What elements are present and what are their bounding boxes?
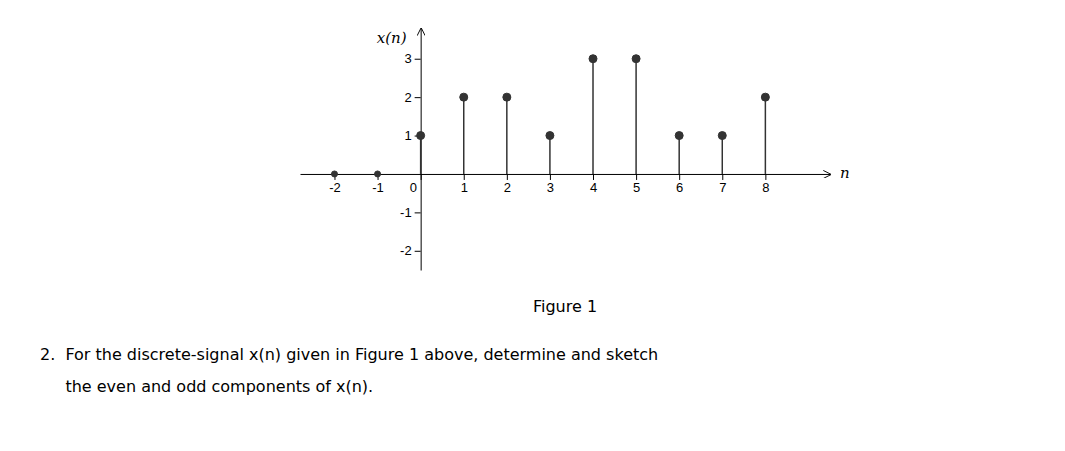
stem-marker: [632, 55, 640, 63]
stem-marker: [589, 55, 597, 63]
chart: -2 -1 0 1 2 3 4 5 6 7 8 -2 -1 1 2 3 n x(n) Figure 1 2. For …: [0, 0, 1065, 451]
stem-line: [765, 97, 767, 174]
x-tick-label: -1: [372, 180, 384, 195]
stem-marker: [375, 171, 381, 177]
x-tick-label: 0: [410, 180, 417, 195]
y-tick-mark: [415, 251, 421, 252]
stem-marker: [417, 132, 425, 140]
stem-marker: [718, 132, 726, 140]
y-axis-label: x(n): [377, 29, 407, 47]
y-tick-label: 1: [404, 128, 411, 143]
stem-line: [420, 136, 422, 174]
x-tick-mark: [636, 174, 637, 180]
stem-line: [678, 136, 680, 174]
annotation: the even and odd components of x(n).: [40, 377, 373, 396]
x-tick: 4: [590, 174, 597, 195]
stem-marker: [761, 93, 769, 101]
chart-container: -2 -1 0 1 2 3 4 5 6 7 8 -2 -1 1 2 3 n x(n) Figure 1 2. For …: [0, 0, 1065, 451]
y-tick: 2: [404, 90, 420, 105]
x-tick-label: 6: [676, 180, 683, 195]
x-axis-label: n: [840, 164, 850, 182]
x-tick: 1: [461, 174, 468, 195]
x-tick-label: 4: [590, 180, 597, 195]
stem-marker: [460, 93, 468, 101]
y-tick-label: -2: [400, 243, 412, 258]
x-tick-label: 3: [547, 180, 554, 195]
stems: [331, 55, 769, 177]
y-tick-mark: [415, 59, 421, 60]
x-tick-mark: [765, 174, 766, 180]
x-tick: 8: [762, 174, 769, 195]
stem-line: [635, 59, 637, 174]
x-tick: 0: [410, 174, 421, 195]
stem-line: [506, 97, 508, 174]
x-axis: -2 -1 0 1 2 3 4 5 6 7 8: [301, 174, 831, 195]
stem-marker: [331, 171, 337, 177]
stem-line: [549, 136, 551, 174]
y-tick-mark: [415, 212, 421, 213]
x-tick: 2: [504, 174, 511, 195]
stem-line: [592, 59, 594, 174]
y-tick: -1: [400, 205, 421, 220]
y-axis-line: [421, 29, 422, 271]
y-tick-label: -1: [400, 205, 412, 220]
x-tick-label: -2: [329, 180, 341, 195]
x-tick-label: 7: [719, 180, 726, 195]
annotation: 2. For the discrete-signal x(n) given in…: [40, 345, 658, 364]
x-tick-label: 2: [504, 180, 511, 195]
x-tick-mark: [550, 174, 551, 180]
stem-marker: [546, 132, 554, 140]
y-tick-mark: [415, 97, 421, 98]
title: Figure 1: [533, 297, 597, 316]
y-axis: -2 -1 1 2 3: [400, 29, 421, 271]
x-tick-label: 8: [762, 180, 769, 195]
x-tick-mark: [593, 174, 594, 180]
y-tick: 3: [404, 51, 420, 66]
x-tick-mark: [464, 174, 465, 180]
stem-line: [722, 136, 724, 174]
stem-marker: [675, 132, 683, 140]
x-tick: 6: [676, 174, 683, 195]
x-tick: 7: [719, 174, 726, 195]
x-tick-mark: [507, 174, 508, 180]
stem-line: [463, 97, 465, 174]
x-tick-mark: [722, 174, 723, 180]
x-tick-label: 5: [633, 180, 640, 195]
x-tick: 3: [547, 174, 554, 195]
x-tick: 5: [633, 174, 640, 195]
y-tick-label: 3: [404, 51, 411, 66]
stem-marker: [503, 93, 511, 101]
x-tick-mark: [679, 174, 680, 180]
y-tick: -2: [400, 243, 421, 258]
y-tick-label: 2: [404, 90, 411, 105]
x-tick-label: 1: [461, 180, 468, 195]
